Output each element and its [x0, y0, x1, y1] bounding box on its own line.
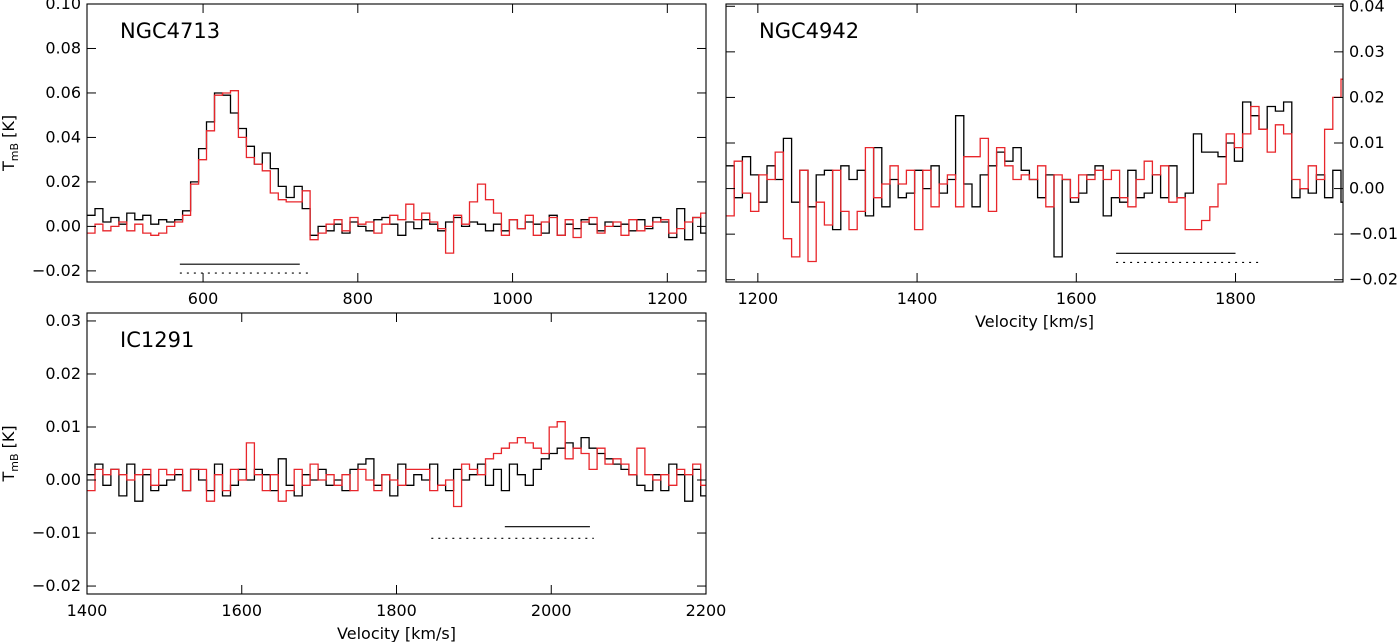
y-axis-title-main: T	[0, 161, 18, 172]
x-tick-label: 1200	[647, 289, 688, 308]
y-tick-label: 0.01	[1349, 133, 1385, 152]
x-tick-label: 2200	[686, 601, 727, 620]
y-tick-label: 0.04	[1349, 0, 1385, 15]
x-tick-label: 1200	[737, 289, 778, 308]
y-tick-label: 0.00	[1349, 179, 1385, 198]
y-tick-label: −0.02	[1349, 270, 1398, 289]
x-tick-label: 1400	[897, 289, 938, 308]
y-axis-title: TmB [K]	[0, 115, 21, 172]
red-spectrum-line	[87, 421, 706, 508]
y-tick-label: −0.02	[32, 261, 81, 280]
x-tick-label: 1600	[221, 601, 262, 620]
panel-label: IC1291	[120, 328, 194, 352]
y-axis-title-unit: [K]	[0, 115, 18, 143]
red-spectrum-line	[726, 78, 1343, 263]
y-tick-label: −0.02	[32, 576, 81, 595]
y-tick-label: 0.03	[45, 311, 81, 330]
plot-frame	[86, 312, 707, 595]
panel-label: NGC4942	[759, 19, 859, 43]
y-tick-label: 0.00	[45, 216, 81, 235]
y-axis-title-sub: mB	[8, 454, 21, 472]
x-tick-label: 2000	[531, 601, 572, 620]
y-tick-label: 0.01	[45, 417, 81, 436]
y-tick-label: 0.03	[1349, 42, 1385, 61]
x-tick-label: 800	[343, 289, 374, 308]
x-tick-label: 1800	[1215, 289, 1256, 308]
y-tick-label: −0.01	[32, 523, 81, 542]
x-tick-label: 600	[188, 289, 219, 308]
y-tick-label: 0.08	[45, 38, 81, 57]
x-axis-title: Velocity [km/s]	[975, 312, 1094, 331]
x-tick-label: 1000	[492, 289, 533, 308]
black-spectrum-line	[726, 101, 1343, 258]
panel-ngc4942: 1200 1400 1600 1800 −0.02 −0.01 0.00 0.01 0.02 0.…	[725, 0, 1398, 331]
y-axis-title: TmB [K]	[0, 425, 21, 482]
x-axis-title: Velocity [km/s]	[337, 624, 456, 642]
y-tick-label: 0.02	[45, 172, 81, 191]
plot-frame	[725, 3, 1344, 283]
y-tick-label: 0.04	[45, 127, 81, 146]
panel-ic1291: 1400 1600 1800 2000 2200 −0.02 −0.01 0.00 0.01 0.…	[0, 311, 726, 642]
y-axis-title-unit: [K]	[0, 425, 18, 453]
y-axis-title-main: T	[0, 472, 18, 483]
panel-ngc4713: 600 800 1000 1200 −0.02 0.00 0.02 0.04 0.06 0.08 0…	[0, 0, 707, 308]
black-spectrum-line	[87, 92, 706, 241]
plot-frame	[86, 3, 707, 283]
y-tick-label: −0.01	[1349, 224, 1398, 243]
y-tick-label: 0.10	[45, 0, 81, 13]
x-tick-label: 1400	[67, 601, 108, 620]
y-tick-label: 0.06	[45, 83, 81, 102]
y-tick-label: 0.00	[45, 470, 81, 489]
x-tick-label: 1600	[1056, 289, 1097, 308]
y-tick-label: 0.02	[1349, 87, 1385, 106]
panel-label: NGC4713	[120, 19, 220, 43]
x-tick-label: 1800	[376, 601, 417, 620]
y-tick-label: 0.02	[45, 364, 81, 383]
red-spectrum-line	[87, 90, 706, 254]
y-axis-title-sub: mB	[8, 143, 21, 161]
